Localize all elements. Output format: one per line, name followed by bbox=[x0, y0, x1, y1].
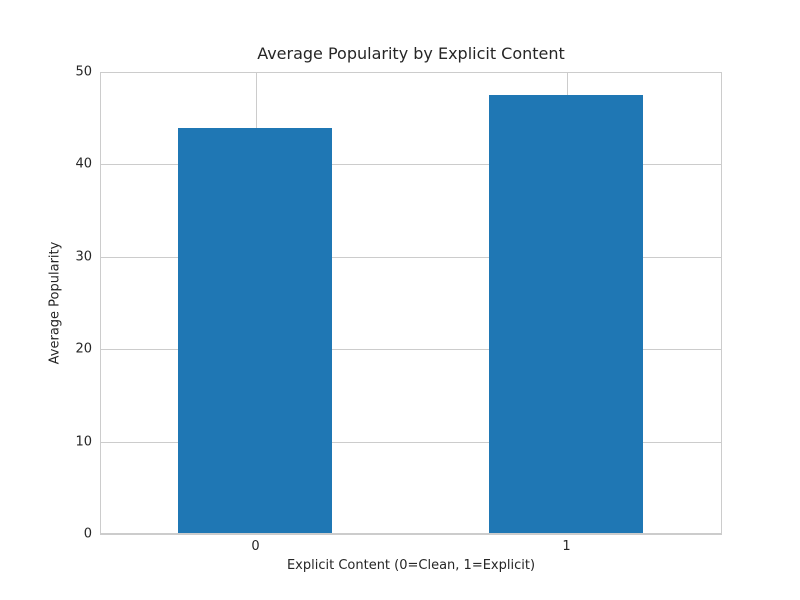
h-gridline bbox=[100, 256, 722, 258]
chart-title: Average Popularity by Explicit Content bbox=[257, 44, 565, 63]
h-gridline bbox=[100, 441, 722, 443]
h-gridline bbox=[100, 534, 722, 535]
x-tick-label: 1 bbox=[562, 539, 571, 554]
y-tick-label: 10 bbox=[75, 434, 92, 450]
bar-category-0 bbox=[178, 128, 333, 534]
y-tick-label: 40 bbox=[75, 156, 92, 172]
h-gridline bbox=[100, 164, 722, 166]
bar-category-1 bbox=[489, 95, 644, 534]
x-tick-label: 0 bbox=[251, 539, 260, 554]
y-tick-label: 20 bbox=[75, 341, 92, 357]
y-tick-labels: 0 10 20 30 40 50 bbox=[0, 66, 92, 541]
h-gridline bbox=[100, 72, 722, 73]
plot-area bbox=[100, 72, 722, 535]
h-gridline bbox=[100, 349, 722, 351]
x-axis-label: Explicit Content (0=Clean, 1=Explicit) bbox=[286, 558, 536, 573]
y-tick-label: 30 bbox=[75, 249, 92, 265]
y-tick-label: 0 bbox=[83, 526, 92, 542]
y-tick-label: 50 bbox=[75, 64, 92, 80]
